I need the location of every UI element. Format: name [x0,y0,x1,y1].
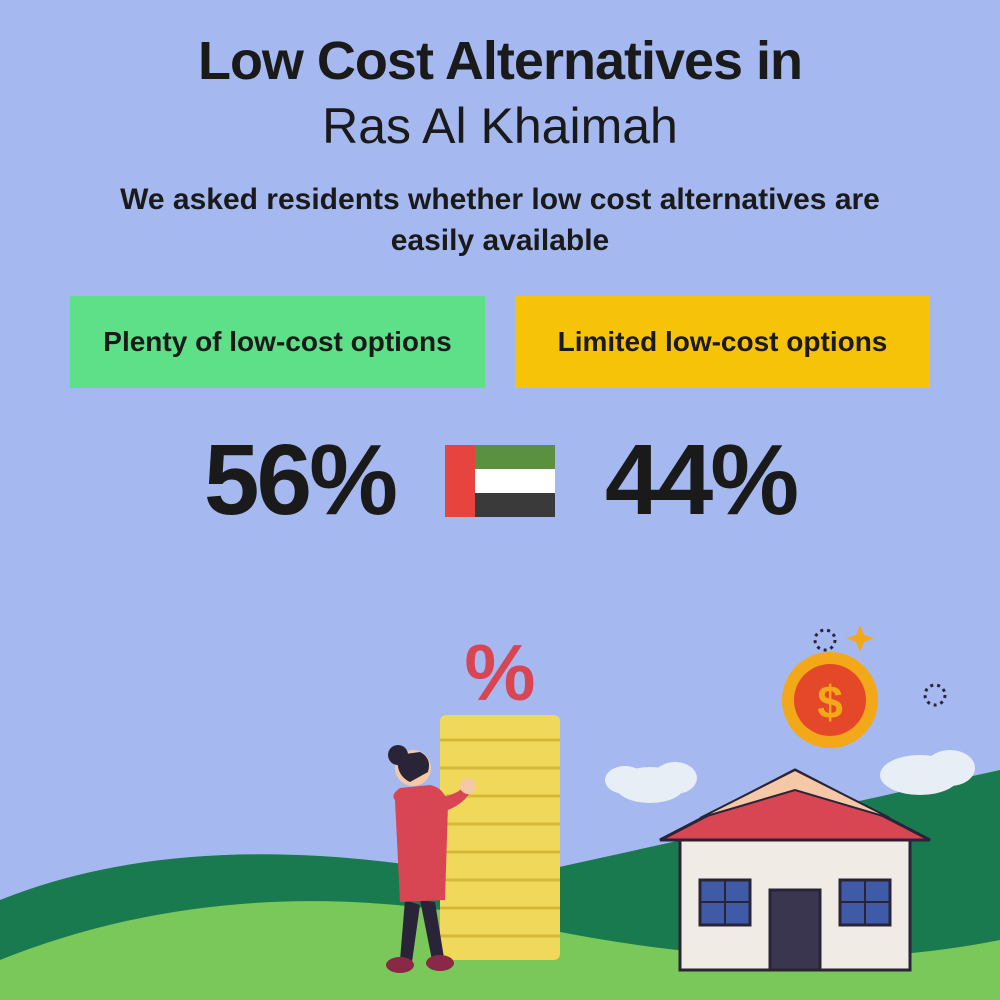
option-plenty: Plenty of low-cost options [70,296,485,388]
title-line2: Ras Al Khaimah [0,97,1000,155]
option-limited: Limited low-cost options [515,296,930,388]
subtitle: We asked residents whether low cost alte… [0,180,1000,261]
option-limited-label: Limited low-cost options [558,326,888,357]
dollar-coin-icon: $ [782,652,878,748]
cloud-icon [605,762,697,803]
svg-text:$: $ [817,676,843,728]
illustration: $ [0,620,1000,1000]
percent-icon: % [464,628,535,717]
title-line1: Low Cost Alternatives in [0,0,1000,92]
infographic-container: Low Cost Alternatives in Ras Al Khaimah … [0,0,1000,1000]
stat-right: 44% [605,423,796,538]
stat-left: 56% [204,423,395,538]
stats-row: 56% 44% [0,423,1000,538]
flag-stripes [475,445,555,517]
flag-red-stripe [445,445,475,517]
flag-green-stripe [475,445,555,469]
options-row: Plenty of low-cost options Limited low-c… [0,296,1000,388]
flag-white-stripe [475,469,555,493]
uae-flag-icon [445,445,555,517]
coin-stack-icon [440,715,560,960]
flag-black-stripe [475,493,555,517]
option-plenty-label: Plenty of low-cost options [103,326,451,357]
